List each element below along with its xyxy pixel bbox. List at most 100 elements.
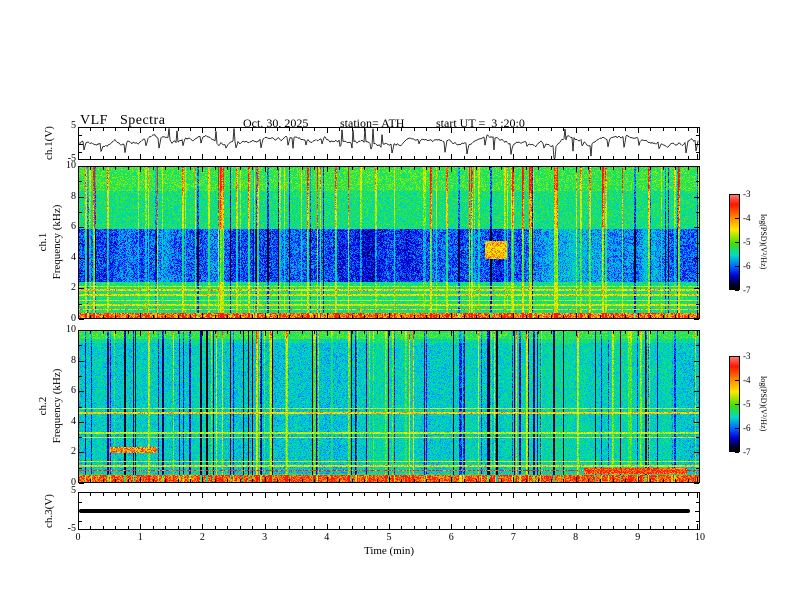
x-tick [301, 331, 303, 334]
x-tick [563, 167, 565, 170]
x-tick [600, 479, 602, 482]
x-tick [687, 315, 689, 318]
x-tick [376, 167, 378, 170]
x-tick [538, 479, 540, 482]
x-tick [697, 524, 698, 529]
x-tick [90, 167, 92, 170]
freq-tick [79, 196, 84, 198]
x-tick [401, 128, 403, 131]
x-tick [588, 479, 590, 482]
x-tick [697, 477, 698, 482]
x-tick [625, 331, 627, 334]
x-tick [227, 526, 229, 529]
colorbar-tick [735, 380, 739, 381]
x-tick [600, 315, 602, 318]
x-tick [202, 477, 204, 482]
x-tick [538, 331, 540, 334]
x-tick [476, 526, 478, 529]
x-tick [650, 526, 652, 529]
x-tick [326, 524, 328, 529]
x-tick [227, 331, 229, 334]
x-tick [438, 493, 440, 496]
freq-tick [79, 483, 84, 484]
x-tick [90, 156, 92, 159]
x-tick [127, 526, 129, 529]
x-tick [127, 479, 129, 482]
x-tick-label: 7 [510, 532, 516, 543]
x-tick [264, 313, 266, 318]
x-tick [600, 493, 602, 496]
x-tick [451, 128, 453, 133]
x-tick [277, 128, 279, 131]
x-tick [488, 493, 490, 496]
volt-tick-label: 5 [71, 485, 76, 496]
freq-tick-label: 6 [71, 221, 76, 233]
x-tick [563, 315, 565, 318]
x-tick [637, 524, 639, 529]
x-tick-label: 4 [324, 532, 330, 543]
x-tick [463, 167, 465, 170]
x-tick [389, 477, 390, 482]
volt-tick [79, 520, 82, 522]
x-tick [202, 331, 204, 336]
x-tick [115, 156, 117, 159]
x-tick [140, 128, 142, 133]
x-tick [525, 128, 527, 131]
ch3-flatline [79, 509, 690, 513]
x-tick [500, 526, 502, 529]
freq-tick [79, 360, 84, 362]
x-tick [289, 156, 291, 159]
x-tick [127, 128, 129, 131]
x-tick [697, 493, 698, 498]
x-tick [165, 526, 167, 529]
x-tick [177, 479, 179, 482]
x-tick [326, 477, 328, 482]
x-tick [364, 167, 366, 170]
x-tick [513, 477, 515, 482]
x-tick [650, 128, 652, 131]
x-tick [538, 493, 540, 496]
x-tick [364, 315, 366, 318]
x-tick [177, 526, 179, 529]
x-tick-label: 9 [635, 532, 641, 543]
x-tick [625, 315, 627, 318]
x-tick [426, 331, 428, 334]
freq-tick [694, 483, 699, 484]
volt-tick [79, 151, 82, 153]
colorbar-tick-label: -7 [743, 285, 751, 295]
x-tick [600, 331, 602, 334]
x-tick [575, 331, 577, 336]
x-tick [152, 315, 154, 318]
freq-tick [694, 319, 699, 320]
x-tick [513, 128, 515, 133]
freq-tick [79, 319, 84, 320]
x-tick [314, 167, 316, 170]
x-tick [289, 167, 291, 170]
x-tick [500, 331, 502, 334]
x-tick [637, 167, 639, 172]
x-tick [214, 167, 216, 170]
x-tick [650, 331, 652, 334]
x-tick [550, 156, 552, 159]
x-tick [227, 493, 229, 496]
x-tick [389, 313, 390, 318]
x-tick [476, 315, 478, 318]
freq-tick [694, 166, 699, 167]
freq-tick [694, 196, 699, 198]
x-tick [314, 315, 316, 318]
volt-tick [696, 501, 699, 503]
freq-tick [694, 288, 699, 290]
x-tick [625, 167, 627, 170]
x-tick [214, 331, 216, 334]
x-tick [127, 156, 129, 159]
x-tick [127, 331, 129, 334]
x-tick [127, 315, 129, 318]
x-tick [314, 479, 316, 482]
x-tick [140, 524, 142, 529]
x-tick [351, 128, 353, 131]
x-tick [90, 315, 92, 318]
x-tick [513, 493, 515, 498]
x-tick [675, 315, 677, 318]
x-tick [600, 167, 602, 170]
x-tick [90, 526, 92, 529]
